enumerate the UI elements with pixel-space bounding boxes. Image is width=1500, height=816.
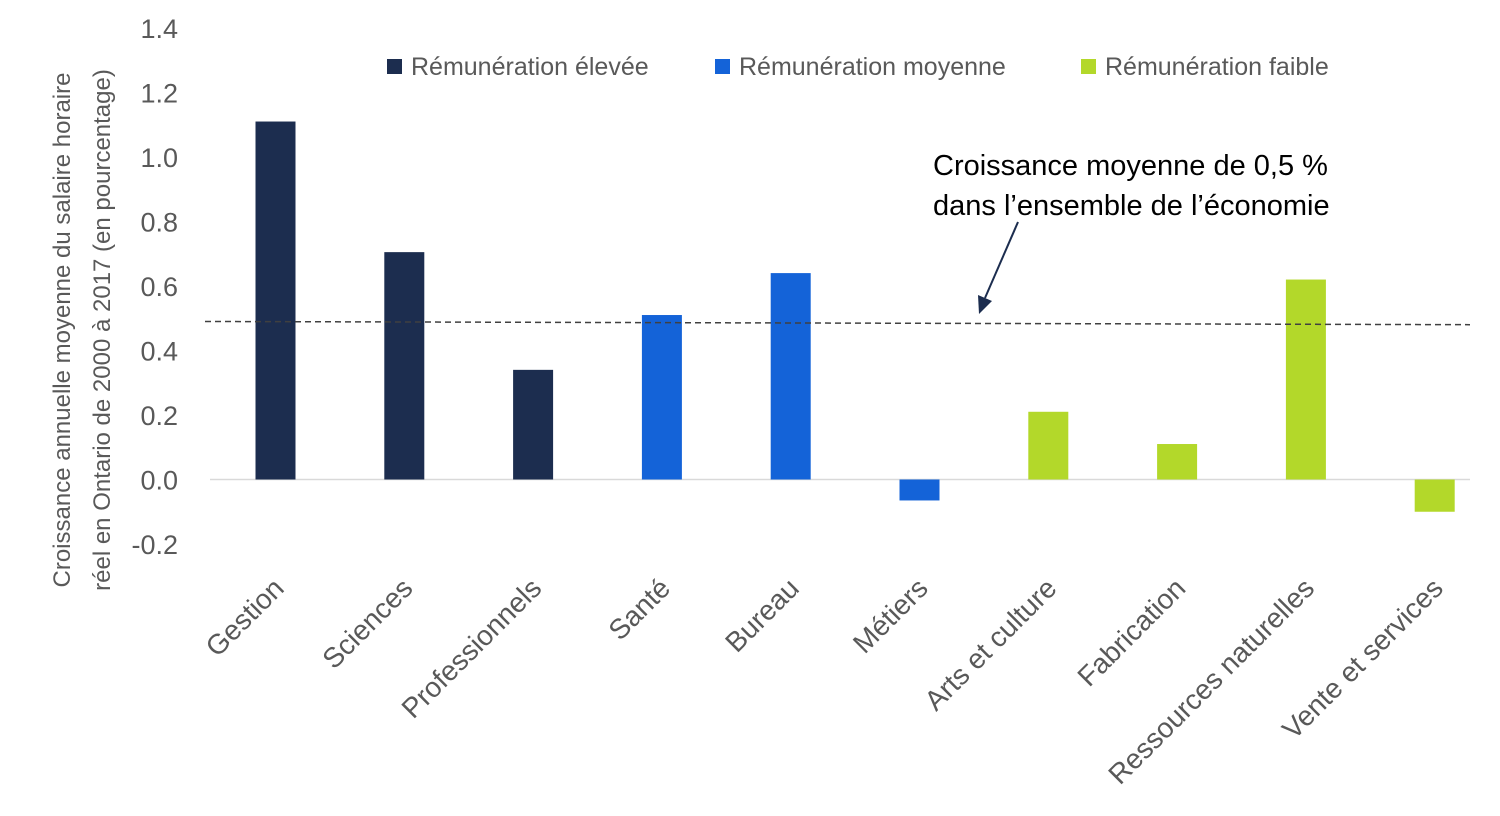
bar-arts-et-culture [1028, 411, 1069, 480]
y-tick-label: 0.2 [140, 401, 178, 431]
x-category-label: Professionnels [396, 572, 548, 724]
bar-bureau [770, 273, 811, 480]
x-category-label: Ressources naturelles [1102, 572, 1320, 790]
bars [255, 121, 1455, 512]
x-category-label: Sciences [316, 572, 418, 674]
annotation: Croissance moyenne de 0,5 % dans l’ensem… [933, 150, 1330, 314]
x-category-label: Santé [602, 572, 676, 646]
x-category-label: Gestion [200, 572, 290, 662]
y-tick-label: 0.6 [140, 272, 178, 302]
legend-swatch-low [1081, 59, 1096, 74]
annotation-line-2: dans l’ensemble de l’économie [933, 190, 1330, 222]
legend-swatch-high [387, 59, 402, 74]
bar-santé [641, 315, 682, 480]
y-tick-label: 0.8 [140, 208, 178, 238]
y-axis-title-line-2: réel en Ontario de 2000 à 2017 (en pourc… [89, 69, 116, 591]
x-category-label: Fabrication [1071, 572, 1191, 692]
legend-label-mid: Rémunération moyenne [739, 53, 1006, 81]
y-axis-ticks: 1.4 1.2 1.0 0.8 0.6 0.4 0.2 0.0 -0.2 [131, 14, 178, 560]
y-axis-title: Croissance annuelle moyenne du salaire h… [49, 69, 116, 591]
bar-fabrication [1157, 444, 1198, 480]
legend-item-mid: Rémunération moyenne [715, 53, 1006, 81]
y-tick-label: 0.4 [140, 337, 178, 367]
legend-label-high: Rémunération élevée [411, 53, 649, 81]
x-category-label: Bureau [719, 572, 805, 658]
annotation-arrow-shaft [984, 221, 1019, 299]
y-tick-label: 0.0 [140, 466, 178, 496]
legend-swatch-mid [715, 59, 730, 74]
bar-ressources-naturelles [1285, 279, 1326, 480]
y-tick-label: 1.2 [140, 79, 178, 109]
annotation-arrow-head [978, 295, 992, 314]
legend-item-high: Rémunération élevée [387, 53, 649, 81]
bar-métiers [899, 479, 940, 501]
bar-sciences [384, 252, 425, 480]
y-axis-title-line-1: Croissance annuelle moyenne du salaire h… [49, 73, 76, 588]
legend-label-low: Rémunération faible [1105, 53, 1329, 81]
legend: Rémunération élevée Rémunération moyenne… [387, 53, 1329, 81]
legend-item-low: Rémunération faible [1081, 53, 1329, 81]
x-category-label: Métiers [847, 572, 934, 659]
bar-gestion [255, 121, 296, 480]
bar-professionnels [513, 369, 554, 480]
x-category-label: Arts et culture [918, 572, 1062, 716]
bar-vente-et-services [1414, 479, 1455, 512]
y-tick-label: 1.0 [140, 143, 178, 173]
average-reference-line [204, 320, 1471, 326]
y-tick-label: -0.2 [131, 530, 178, 560]
y-tick-label: 1.4 [140, 14, 178, 44]
annotation-line-1: Croissance moyenne de 0,5 % [933, 150, 1328, 182]
